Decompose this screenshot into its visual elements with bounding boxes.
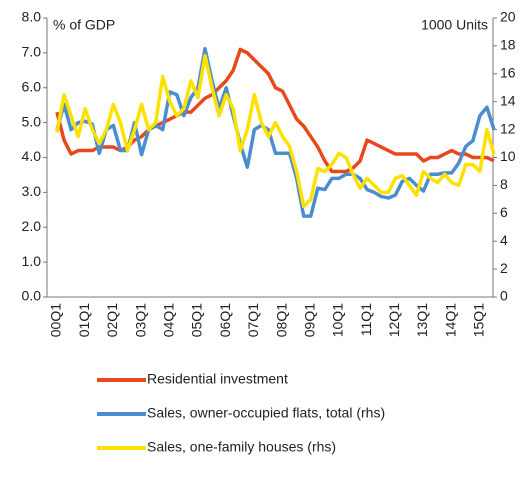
x-tick-label: 10Q1 [330, 303, 346, 337]
x-tick-label: 01Q1 [76, 303, 92, 337]
y-axis-label: % of GDP [53, 17, 115, 33]
y2-axis-label: 1000 Units [421, 17, 488, 33]
y-tick-label: 4.0 [22, 148, 42, 164]
y2-tick-label: 18 [500, 37, 516, 53]
y2-tick-label: 14 [500, 92, 516, 108]
x-tick-label: 09Q1 [301, 303, 317, 337]
legend-label: Sales, one-family houses (rhs) [147, 439, 336, 455]
y2-tick-label: 20 [500, 9, 516, 25]
x-tick-label: 03Q1 [132, 303, 148, 337]
y-tick-label: 2.0 [22, 218, 42, 234]
x-tick-label: 05Q1 [189, 303, 205, 337]
x-tick-label: 15Q1 [471, 303, 487, 337]
y2-tick-label: 4 [500, 232, 508, 248]
y-tick-label: 3.0 [22, 183, 42, 199]
y2-tick-label: 12 [500, 120, 516, 136]
x-tick-label: 11Q1 [358, 303, 374, 336]
x-tick-label: 13Q1 [414, 303, 430, 337]
y-tick-label: 5.0 [22, 113, 42, 129]
x-tick-label: 04Q1 [160, 303, 176, 337]
x-tick-label: 00Q1 [48, 303, 64, 337]
y2-tick-label: 16 [500, 65, 516, 81]
y2-tick-label: 0 [500, 288, 508, 304]
x-tick-label: 02Q1 [104, 303, 120, 337]
y2-tick-label: 6 [500, 204, 508, 220]
legend-label: Sales, owner-occupied flats, total (rhs) [147, 405, 385, 421]
x-tick-label: 06Q1 [217, 303, 233, 337]
y-tick-label: 1.0 [22, 253, 42, 269]
y-tick-label: 6.0 [22, 78, 42, 94]
y2-tick-label: 2 [500, 260, 508, 276]
legend-label: Residential investment [147, 371, 288, 387]
y2-tick-label: 8 [500, 176, 508, 192]
y-tick-label: 7.0 [22, 44, 42, 60]
x-tick-label: 08Q1 [273, 303, 289, 337]
x-tick-label: 07Q1 [245, 303, 261, 337]
x-tick-label: 12Q1 [386, 303, 402, 337]
y-tick-label: 0.0 [22, 288, 42, 304]
y2-tick-label: 10 [500, 148, 516, 164]
y-tick-label: 8.0 [22, 9, 42, 25]
series-line [55, 53, 496, 209]
x-tick-label: 14Q1 [442, 303, 458, 337]
